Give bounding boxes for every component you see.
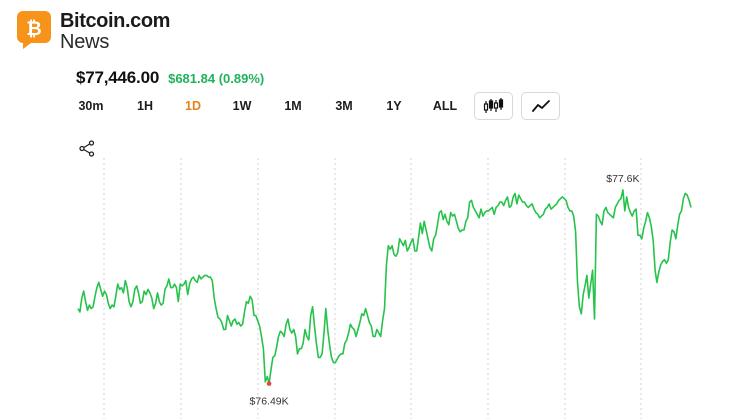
range-button-1d[interactable]: 1D bbox=[185, 99, 201, 113]
price-line-chart[interactable]: $77.6K $76.49K bbox=[0, 150, 745, 419]
range-button-1m[interactable]: 1M bbox=[284, 99, 302, 113]
bitcoin-com-logo[interactable]: ₿ Bitcoin.com News bbox=[17, 11, 170, 52]
share-icon[interactable] bbox=[79, 140, 95, 157]
bitcoin-logo-icon: ₿ bbox=[17, 11, 51, 49]
line-chart-button[interactable] bbox=[521, 92, 560, 120]
low-price-label: $76.49K bbox=[250, 396, 289, 408]
price-series-line bbox=[77, 189, 692, 385]
range-button-1y[interactable]: 1Y bbox=[386, 99, 402, 113]
high-price-label: $77.6K bbox=[606, 173, 639, 185]
candlestick-icon bbox=[483, 98, 503, 113]
range-button-all[interactable]: ALL bbox=[432, 99, 458, 113]
range-button-1w[interactable]: 1W bbox=[232, 99, 252, 113]
range-button-3m[interactable]: 3M bbox=[335, 99, 353, 113]
low-point-marker bbox=[266, 381, 272, 386]
price-summary: $77,446.00 $681.84 (0.89%) bbox=[76, 68, 264, 88]
logo-brand-sub: News bbox=[60, 31, 110, 53]
current-price: $77,446.00 bbox=[76, 68, 160, 87]
candlestick-chart-button[interactable] bbox=[474, 92, 513, 120]
line-chart-icon bbox=[531, 100, 550, 112]
logo-badge-letter: ₿ bbox=[26, 18, 41, 40]
range-button-30m[interactable]: 30m bbox=[78, 99, 104, 113]
range-button-1h[interactable]: 1H bbox=[137, 99, 153, 113]
logo-brand-name: Bitcoin.com bbox=[60, 10, 171, 32]
price-change: $681.84 (0.89%) bbox=[168, 71, 265, 86]
